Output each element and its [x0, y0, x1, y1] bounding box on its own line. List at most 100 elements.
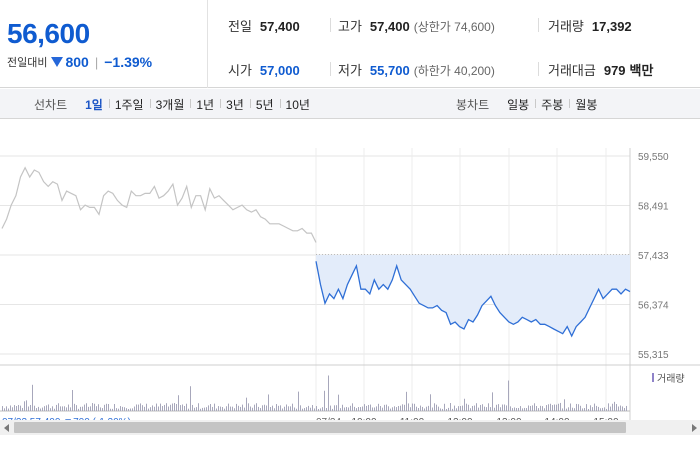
tab-candle-period-2[interactable]: 월봉: [569, 96, 603, 113]
volume-bars: [2, 375, 627, 411]
volume-bar: [248, 403, 249, 411]
volume-bar: [118, 408, 119, 411]
tab-candle-period-0[interactable]: 일봉: [507, 97, 530, 112]
volume-bar: [316, 406, 317, 411]
tab-line-period-5[interactable]: 5년: [249, 96, 280, 113]
volume-bar: [282, 408, 283, 411]
scroll-left-icon[interactable]: [4, 424, 9, 432]
volume-bar: [412, 403, 413, 411]
volume-bar: [54, 408, 55, 411]
volume-bar: [338, 394, 339, 411]
volume-bar: [324, 390, 325, 411]
volume-bar: [162, 406, 163, 411]
volume-bar: [146, 403, 147, 411]
volume-bar: [336, 405, 337, 411]
volume-bar: [504, 404, 505, 411]
volume-bar: [574, 408, 575, 411]
volume-bar: [194, 407, 195, 411]
volume-bar: [296, 408, 297, 411]
chart-scrollbar-thumb[interactable]: [14, 422, 626, 433]
tab-line-period-3[interactable]: 1년: [190, 96, 220, 113]
volume-bar: [4, 408, 5, 411]
volume-bar: [622, 406, 623, 411]
volume-bar: [390, 408, 391, 411]
tab-candle-period-1[interactable]: 주봉: [535, 96, 569, 113]
volume-bar: [502, 404, 503, 411]
scroll-right-icon[interactable]: [692, 424, 697, 432]
volume-bar: [446, 408, 447, 411]
volume-bar: [398, 406, 399, 411]
volume-bar: [16, 406, 17, 411]
volume-bar: [442, 408, 443, 411]
amount-unit: 백만: [629, 63, 654, 78]
change-amount: 800: [65, 54, 89, 70]
open-value: 57,000: [259, 63, 300, 78]
volume-bar: [298, 391, 299, 411]
volume-bar: [470, 408, 471, 411]
y-tick-label: 59,550: [638, 152, 669, 163]
volume-bar: [618, 406, 619, 411]
volume-bar: [170, 404, 171, 411]
volume-bar: [18, 404, 19, 411]
volume-bar: [610, 406, 611, 411]
volume-bar: [228, 403, 229, 411]
volume-bar: [104, 404, 105, 411]
volume-bar: [586, 404, 587, 411]
volume-bar: [116, 408, 117, 411]
volume-bar: [92, 403, 93, 411]
volume-bar: [190, 386, 191, 411]
volume-bar: [490, 407, 491, 411]
prev-day-price-line: [1, 166, 317, 243]
volume-bar: [286, 404, 287, 411]
volume-bar: [426, 406, 427, 411]
volume-bar: [278, 405, 279, 411]
volume-bar: [40, 408, 41, 411]
volume-bar: [178, 395, 179, 411]
volume-bar: [86, 403, 87, 411]
volume-bar: [550, 403, 551, 411]
change-label: 전일대비: [7, 57, 48, 69]
volume-bar: [322, 407, 323, 411]
volume-bar: [528, 405, 529, 411]
volume-bar: [536, 405, 537, 411]
volume-bar: [350, 405, 351, 411]
volume-bar: [188, 408, 189, 411]
volume-bar: [342, 404, 343, 411]
volume-bar: [36, 408, 37, 411]
volume-bar: [32, 384, 33, 411]
volume-bar: [262, 405, 263, 411]
volume-bar: [366, 405, 367, 411]
volume-bar: [602, 407, 603, 411]
volume-bar: [266, 405, 267, 411]
tab-line-period-0[interactable]: 1일: [85, 97, 103, 112]
volume-bar: [430, 394, 431, 411]
volume-bar: [428, 405, 429, 411]
volume-bar: [254, 404, 255, 411]
tab-line-period-1[interactable]: 1주일: [108, 96, 150, 113]
volume-bar: [68, 404, 69, 411]
volume-bar: [182, 404, 183, 411]
volume-bar: [180, 405, 181, 411]
tab-line-period-6[interactable]: 10년: [279, 96, 316, 113]
lower-limit: (하한가 40,200): [413, 64, 495, 78]
volume-bar: [244, 407, 245, 411]
tab-line-period-4[interactable]: 3년: [220, 96, 250, 113]
volume-bar: [558, 403, 559, 411]
volume-bar: [198, 403, 199, 411]
volume-bar: [410, 407, 411, 411]
volume-bar: [142, 405, 143, 411]
lower-limit-value: 40,200: [454, 64, 491, 78]
volume-bar: [594, 403, 595, 411]
volume-bar: [132, 408, 133, 411]
volume-bar: [542, 406, 543, 411]
volume-bar: [522, 408, 523, 411]
volume-bar: [362, 406, 363, 411]
volume-bar: [620, 405, 621, 411]
volume-bar: [140, 403, 141, 411]
volume-bar: [24, 401, 25, 411]
volume-bar: [356, 408, 357, 411]
divider: [538, 62, 539, 76]
open-cell: 시가 57,000: [228, 60, 300, 79]
tab-line-period-2[interactable]: 3개월: [149, 96, 191, 113]
candle-chart-tabs: 봉차트 일봉 주봉 월봉: [456, 89, 603, 119]
